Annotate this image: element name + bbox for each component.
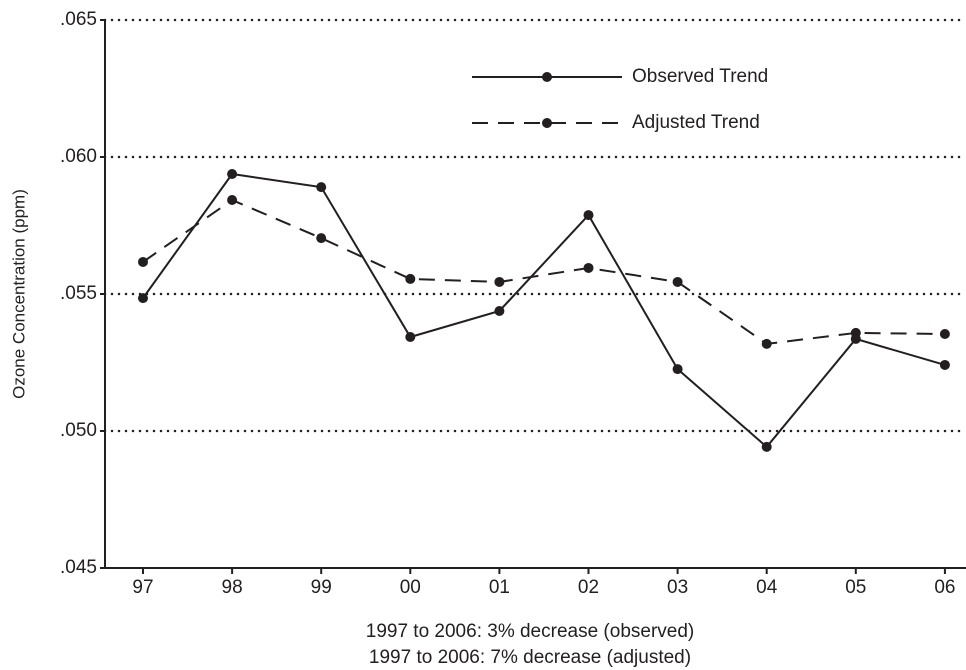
x-tick-label: 00 [400,577,421,598]
point [583,210,594,221]
point [850,327,861,338]
y-tick-label: .045 [60,557,97,578]
point [316,182,327,193]
legend-label: Adjusted Trend [632,112,760,133]
point [227,195,238,206]
annotation: 1997 to 2006: 7% decrease (adjusted) [369,647,691,668]
y-tick-label: .060 [60,146,97,167]
legend-marker [542,118,552,128]
point [672,276,683,287]
point [227,168,238,179]
point [405,332,416,343]
point [583,262,594,273]
point [316,233,327,244]
y-axis-label: Ozone Concentration (ppm) [9,189,28,399]
point [405,273,416,284]
series-line [142,198,945,345]
x-tick-label: 98 [222,577,243,598]
x-tick-label: 97 [132,577,153,598]
x-tick-label: 04 [756,577,778,598]
x-tick-label: 06 [934,577,955,598]
annotation: 1997 to 2006: 3% decrease (observed) [366,621,695,642]
x-tick-label: 99 [311,577,332,598]
point [761,338,772,349]
x-tick-label: 02 [578,577,599,598]
point [761,441,772,452]
point [939,329,950,340]
point [138,256,148,267]
x-tick-label: 01 [489,577,510,598]
y-tick-label: .050 [60,420,97,441]
y-tick-label: .065 [60,9,97,30]
point [138,293,148,304]
point [494,276,505,287]
legend-label: Observed Trend [632,66,768,87]
x-tick-label: 03 [667,577,688,598]
series-line [142,172,946,449]
point [494,305,505,316]
y-tick-label: .055 [60,283,97,304]
x-tick-label: 05 [845,577,866,598]
point [672,364,683,375]
point [939,359,950,370]
legend-marker [542,72,552,82]
